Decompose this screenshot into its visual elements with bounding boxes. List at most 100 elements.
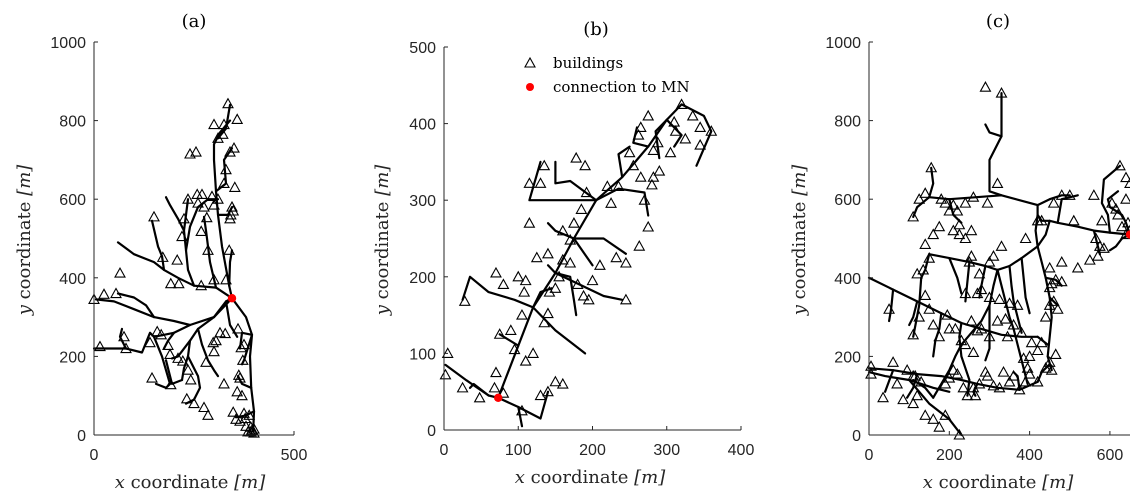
panel-a-building-marker-66 (195, 225, 208, 236)
panel-c-building-marker-24 (973, 377, 986, 389)
panel-c-building-marker-78 (983, 291, 996, 302)
panel-a-building-marker-40 (238, 407, 250, 418)
panel-a-building-marker-71 (223, 244, 236, 255)
panel-c-building-marker-104 (1112, 208, 1124, 220)
panel-c-y-tick-label: 400 (834, 271, 861, 288)
panel-a-building-marker-25 (210, 334, 222, 346)
panel-b-pipe-19 (468, 382, 490, 397)
panel-b-y-tick-label: 300 (409, 193, 436, 210)
panel-a-building-marker-50 (148, 210, 160, 222)
panel-b-pipe-4 (532, 306, 587, 355)
panel-b: (b) 0 100 200 300 400 0 100 200 300 400 500 buildi… (372, 19, 754, 488)
panel-c-pipe-1 (1106, 190, 1130, 236)
panel-b-building-marker-40 (634, 171, 647, 182)
panel-a-building-marker-53 (172, 277, 185, 289)
panel-c-building-marker-63 (907, 328, 920, 340)
panel-b-pipe-12 (632, 126, 650, 148)
panel-c-pipe-6 (1034, 213, 1039, 248)
panel-c-building-marker-117 (1047, 196, 1060, 208)
panel-a-building-marker-20 (198, 401, 210, 413)
panel-c-building-marker-141 (947, 198, 960, 210)
panel-b-pipe-11 (617, 145, 631, 179)
panel-c-pipe-26 (888, 288, 895, 323)
panel-c-building-marker-60 (923, 303, 936, 314)
panel-c-y-tick-label: 600 (834, 192, 861, 209)
panel-b-building-marker-64 (686, 109, 699, 121)
panel-a-ticks: 0 500 0 200 400 600 800 1000 (50, 35, 307, 464)
panel-b-building-marker-1 (439, 368, 452, 380)
panel-c-building-marker-137 (919, 187, 932, 198)
panel-a-y-tick-label: 200 (59, 349, 86, 366)
panel-a-building-marker-52 (164, 277, 177, 289)
panel-a-building-marker-5 (118, 330, 130, 342)
panel-a-pipe-6 (150, 219, 166, 271)
panel-c-building-marker-71 (943, 204, 956, 216)
panel-a-y-tick-label: 0 (77, 428, 86, 445)
panel-c-building-marker-23 (969, 389, 982, 401)
panel-c-building-marker-9 (911, 389, 924, 401)
panel-a-pipe-8 (206, 245, 218, 289)
panel-b-building-marker-2 (456, 381, 469, 393)
panel-a-pipe-12 (164, 196, 186, 232)
panel-b-building-marker-20 (543, 285, 556, 297)
panel-b-building-marker-55 (523, 177, 536, 188)
panel-b-pipe-16 (572, 237, 594, 267)
panel-b-building-marker-5 (490, 366, 502, 378)
panel-c-building-marker-16 (943, 371, 956, 383)
panel-c-building-marker-10 (915, 375, 928, 387)
panel-c-pipe-7 (988, 92, 1003, 197)
panel-a-y-tick-label: 800 (59, 114, 86, 131)
panel-c-building-marker-69 (933, 220, 946, 232)
panel-c-y-label: y coordinate [m] (789, 164, 810, 317)
panel-b-pipe-15 (554, 271, 624, 301)
panel-c-building-marker-130 (959, 196, 972, 208)
panel-c-pipe-19 (948, 257, 963, 295)
panel-c-pipe-38 (1012, 300, 1023, 334)
panel-a-building-marker-32 (235, 341, 248, 353)
panel-a-pipe-18 (164, 359, 184, 385)
panel-c-building-marker-3 (887, 356, 900, 367)
panel-b-building-marker-13 (519, 354, 532, 366)
panel-b-building-marker-58 (538, 159, 551, 171)
panel-c-building-marker-59 (927, 318, 940, 330)
panel-c-building-marker-42 (1023, 350, 1036, 361)
panel-a-connection-marker (227, 294, 237, 303)
panel-b-building-marker-44 (579, 159, 592, 171)
panel-c-building-marker-17 (947, 364, 960, 375)
panel-a-building-marker-14 (172, 352, 184, 363)
panel-a: (a) 0 500 0 200 400 600 800 1000 x coordinate [… (14, 11, 307, 493)
panel-a-pipe-21 (224, 300, 239, 338)
panel-b-building-marker-66 (705, 125, 718, 136)
panel-c-building-marker-96 (1083, 253, 1096, 265)
panel-c-pipe-33 (1036, 194, 1071, 207)
panel-b-building-marker-9 (542, 385, 554, 397)
panel-c-x-label: x coordinate [m] (923, 472, 1075, 493)
panel-a-building-marker-85 (208, 118, 220, 130)
panel-a-building-marker-82 (218, 118, 230, 130)
panel-c-ticks: 0 200 400 600 0 200 400 600 800 1000 (825, 35, 1123, 464)
panel-c-building-marker-92 (1055, 275, 1068, 287)
panel-b-y-tick-label: 100 (409, 346, 436, 363)
panel-a-building-marker-56 (178, 212, 190, 224)
panel-b-points (439, 98, 718, 416)
panel-c-x-tick-label: 400 (1016, 447, 1043, 464)
panel-c-building-marker-112 (1120, 171, 1130, 183)
panel-b-building-marker-30 (530, 251, 543, 263)
panel-c-y-tick-label: 800 (834, 114, 861, 131)
panel-c-x-tick-label: 200 (936, 447, 963, 464)
panel-a-building-marker-24 (207, 336, 220, 348)
panel-c-building-marker-77 (975, 283, 988, 295)
panel-b-building-marker-57 (534, 177, 547, 188)
panel-c-building-marker-123 (983, 255, 996, 267)
panel-b-building-marker-33 (619, 256, 632, 268)
panel-c-building-marker-138 (907, 210, 920, 222)
panel-a-building-marker-74 (227, 204, 240, 216)
panel-c-building-marker-70 (939, 196, 952, 208)
panel-c-building-marker-143 (883, 303, 896, 314)
panel-b-y-tick-label: 500 (409, 40, 436, 57)
panel-c-building-marker-41 (1025, 336, 1038, 348)
panel-c-building-marker-135 (979, 81, 992, 92)
panel-c-pipe-11 (1008, 264, 1015, 303)
panel-c-building-marker-120 (1019, 232, 1032, 244)
panel-c-building-marker-39 (1039, 362, 1052, 373)
